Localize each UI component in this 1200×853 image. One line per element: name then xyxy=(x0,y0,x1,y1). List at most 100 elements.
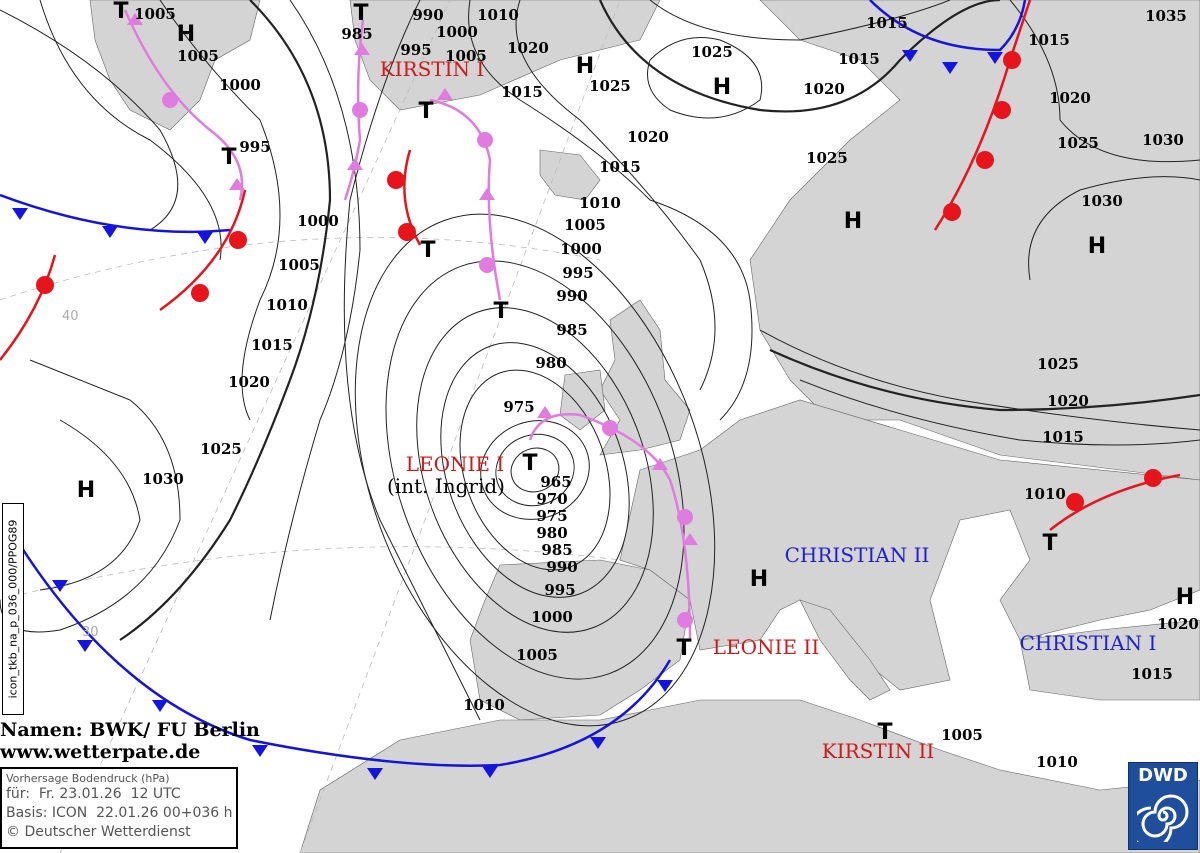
system-name: LEONIE II xyxy=(713,635,819,659)
system-name: KIRSTIN II xyxy=(822,739,935,763)
isobar xyxy=(459,369,611,571)
warm-front xyxy=(933,0,1032,231)
pressure-label: 1010 xyxy=(477,6,519,24)
great-britain xyxy=(599,299,691,456)
pressure-label: 1020 xyxy=(1047,392,1089,410)
low-center: T xyxy=(353,1,368,26)
system-name: KIRSTIN I xyxy=(380,57,485,81)
occlusion-triangle xyxy=(682,533,698,545)
pressure-label: 1015 xyxy=(1131,665,1173,683)
pressure-label: 1015 xyxy=(599,158,641,176)
low-center: T xyxy=(221,145,236,170)
system-name: CHRISTIAN II xyxy=(785,543,930,567)
pressure-label: 1005 xyxy=(516,646,558,664)
iberia xyxy=(469,559,691,721)
pressure-label: 1025 xyxy=(1057,134,1099,152)
low-center: T xyxy=(420,238,435,263)
occlusion-semicircle xyxy=(602,420,618,436)
warm-front xyxy=(1049,473,1181,531)
cold-front-triangle xyxy=(52,580,68,592)
pressure-label: 1030 xyxy=(1142,131,1184,149)
pressure-label: 975 xyxy=(503,398,534,416)
pressure-label: 990 xyxy=(412,6,443,24)
isobar xyxy=(440,342,630,598)
names-credit: Namen: BWK/ FU Berlin xyxy=(0,719,260,741)
pressure-label: 1000 xyxy=(436,23,478,41)
cold-front-triangle xyxy=(902,50,918,62)
cold-front-triangle xyxy=(367,768,383,780)
isobar xyxy=(468,0,753,421)
occlusion-triangle xyxy=(652,458,668,470)
warm-front-semicircle xyxy=(387,171,405,189)
occlusion-semicircle xyxy=(677,509,693,525)
pressure-label: 1010 xyxy=(1024,485,1066,503)
isobar xyxy=(647,37,763,119)
pressure-label: 980 xyxy=(536,524,567,542)
pressure-label: 1020 xyxy=(803,80,845,98)
isobar xyxy=(159,0,281,421)
pressure-label: 1005 xyxy=(564,216,606,234)
isobar xyxy=(799,379,1200,446)
low-center: T xyxy=(676,636,691,661)
copyright: © Deutscher Wetterdienst xyxy=(6,824,191,840)
italy xyxy=(799,599,891,701)
low-center: T xyxy=(113,0,128,24)
pressure-label: 995 xyxy=(544,581,575,599)
lat-lon-grid xyxy=(0,0,621,853)
high-center: H xyxy=(1088,234,1106,259)
pressure-label: 1005 xyxy=(278,256,320,274)
high-center: H xyxy=(844,209,862,234)
isobar xyxy=(649,0,951,41)
pressure-label: 965 xyxy=(540,473,571,491)
pressure-label: 1010 xyxy=(1036,753,1078,771)
cold-front-triangle xyxy=(987,52,1003,64)
pressure-label: 975 xyxy=(536,507,567,525)
cold-front-triangle xyxy=(942,62,958,74)
pressure-label: 1015 xyxy=(251,336,293,354)
website-link[interactable]: www.wetterpate.de xyxy=(0,741,201,763)
high-center: H xyxy=(713,75,731,100)
pressure-label: 1030 xyxy=(1081,192,1123,210)
pressure-label: 1025 xyxy=(589,77,631,95)
warm-front-semicircle xyxy=(976,151,994,169)
pressure-label: 995 xyxy=(239,138,270,156)
occlusion-triangle xyxy=(354,43,370,55)
high-center: H xyxy=(177,22,195,47)
pressure-label: 985 xyxy=(556,321,587,339)
occlusion-triangle xyxy=(127,13,143,25)
occluded-front xyxy=(528,413,692,641)
isobar xyxy=(0,359,181,633)
info-box: Vorhersage Bodendruck (hPa) für: Fr. 23.… xyxy=(0,767,238,849)
warm-front-semicircle xyxy=(1066,493,1084,511)
isobar xyxy=(480,420,590,520)
isobar xyxy=(510,447,560,493)
dwd-logo: DWD xyxy=(1128,762,1198,850)
warm-front-semicircle xyxy=(1144,469,1162,487)
warm-front xyxy=(0,254,57,361)
occlusion-semicircle xyxy=(677,612,693,628)
system-name: LEONIE I xyxy=(406,452,505,476)
cold-front-triangle xyxy=(12,208,28,220)
model-basis: Basis: ICON 22.01.26 00+036 h xyxy=(6,805,233,821)
pressure-label: 1000 xyxy=(531,608,573,626)
isobar xyxy=(39,0,222,261)
pressure-label: 1015 xyxy=(866,14,908,32)
pressure-label: 1015 xyxy=(838,50,880,68)
cold-front-triangle xyxy=(590,737,606,749)
high-center: H xyxy=(1176,585,1194,610)
pressure-centers: T H T H H T T T T H H H T H T T H T xyxy=(77,0,1194,745)
pressure-label: 1015 xyxy=(501,83,543,101)
warm-front xyxy=(159,189,247,312)
isobar xyxy=(0,9,179,231)
cold-front-triangle xyxy=(482,766,498,778)
swirl-icon xyxy=(1137,794,1189,842)
pressure-label: 1010 xyxy=(579,194,621,212)
high-center: H xyxy=(750,567,768,592)
warm-front-semicircle xyxy=(398,223,416,241)
occlusion-semicircle xyxy=(479,257,495,273)
cold-front-triangle xyxy=(252,745,268,757)
occlusion-triangle xyxy=(537,406,553,418)
occluded-front xyxy=(123,9,244,201)
pressure-label: 1020 xyxy=(1049,89,1091,107)
